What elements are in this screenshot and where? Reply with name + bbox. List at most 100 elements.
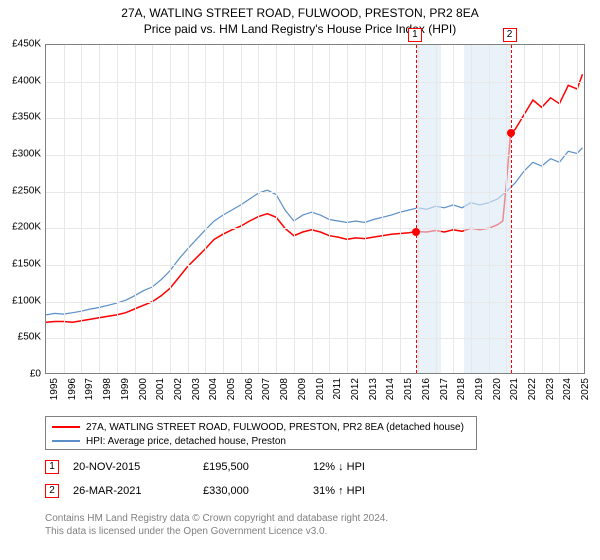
- sale-row-2: 2 26-MAR-2021 £330,000 31% ↑ HPI: [45, 484, 423, 498]
- x-tick-label: 2019: [474, 378, 485, 406]
- gridline-v: [506, 45, 507, 373]
- legend-label: HPI: Average price, detached house, Pres…: [86, 436, 286, 447]
- x-tick-label: 2007: [261, 378, 272, 406]
- gridline-v: [276, 45, 277, 373]
- gridline-v: [347, 45, 348, 373]
- x-tick-label: 2010: [315, 378, 326, 406]
- gridline-v: [559, 45, 560, 373]
- y-tick-label: £450K: [1, 39, 41, 50]
- legend-item: HPI: Average price, detached house, Pres…: [52, 435, 470, 449]
- x-tick-label: 2003: [191, 378, 202, 406]
- sale-dot-1: [412, 228, 420, 236]
- gridline-v: [542, 45, 543, 373]
- x-tick-label: 2014: [385, 378, 396, 406]
- legend-swatch: [52, 440, 80, 442]
- gridline-h: [46, 118, 584, 119]
- legend: 27A, WATLING STREET ROAD, FULWOOD, PREST…: [45, 416, 477, 450]
- x-tick-label: 2022: [527, 378, 538, 406]
- gridline-h: [46, 155, 584, 156]
- x-tick-label: 2012: [350, 378, 361, 406]
- sale-marker-1: 1: [45, 460, 59, 474]
- footnote-line2: This data is licensed under the Open Gov…: [45, 526, 327, 537]
- y-tick-label: £350K: [1, 112, 41, 123]
- sale-marker-above-1: 1: [408, 28, 422, 42]
- gridline-v: [170, 45, 171, 373]
- x-tick-label: 2006: [244, 378, 255, 406]
- sale-pct-2: 31% ↑ HPI: [313, 485, 423, 497]
- gridline-v: [241, 45, 242, 373]
- gridline-h: [46, 338, 584, 339]
- x-tick-label: 1995: [49, 378, 60, 406]
- plot-area: [45, 44, 585, 374]
- shaded-range: [416, 45, 441, 373]
- sale-marker-2: 2: [45, 484, 59, 498]
- gridline-h: [46, 228, 584, 229]
- gridline-v: [152, 45, 153, 373]
- y-tick-label: £50K: [1, 332, 41, 343]
- sale-dashed-line: [511, 45, 512, 373]
- gridline-v: [400, 45, 401, 373]
- gridline-v: [223, 45, 224, 373]
- chart-title-line1: 27A, WATLING STREET ROAD, FULWOOD, PREST…: [0, 0, 600, 20]
- gridline-v: [99, 45, 100, 373]
- x-tick-label: 2009: [297, 378, 308, 406]
- sale-price-1: £195,500: [203, 461, 313, 473]
- x-tick-label: 2023: [545, 378, 556, 406]
- x-tick-label: 2013: [368, 378, 379, 406]
- y-tick-label: £300K: [1, 149, 41, 160]
- footnote: Contains HM Land Registry data © Crown c…: [45, 512, 388, 538]
- y-tick-label: £250K: [1, 185, 41, 196]
- gridline-v: [329, 45, 330, 373]
- sale-date-1: 20-NOV-2015: [73, 461, 203, 473]
- sale-marker-above-2: 2: [503, 28, 517, 42]
- x-tick-label: 2002: [173, 378, 184, 406]
- footnote-line1: Contains HM Land Registry data © Crown c…: [45, 513, 388, 524]
- y-tick-label: £0: [1, 369, 41, 380]
- gridline-v: [117, 45, 118, 373]
- x-tick-label: 2016: [421, 378, 432, 406]
- x-tick-label: 2018: [456, 378, 467, 406]
- gridline-v: [489, 45, 490, 373]
- y-tick-label: £400K: [1, 75, 41, 86]
- gridline-v: [294, 45, 295, 373]
- y-tick-label: £150K: [1, 259, 41, 270]
- x-tick-label: 2020: [492, 378, 503, 406]
- gridline-v: [135, 45, 136, 373]
- sale-price-2: £330,000: [203, 485, 313, 497]
- sale-pct-1: 12% ↓ HPI: [313, 461, 423, 473]
- gridline-v: [365, 45, 366, 373]
- x-tick-label: 2025: [580, 378, 591, 406]
- gridline-v: [312, 45, 313, 373]
- x-tick-label: 1999: [120, 378, 131, 406]
- gridline-v: [453, 45, 454, 373]
- y-tick-label: £100K: [1, 295, 41, 306]
- gridline-v: [436, 45, 437, 373]
- gridline-v: [188, 45, 189, 373]
- y-tick-label: £200K: [1, 222, 41, 233]
- gridline-h: [46, 302, 584, 303]
- gridline-h: [46, 265, 584, 266]
- sale-dot-2: [507, 129, 515, 137]
- gridline-h: [46, 82, 584, 83]
- legend-label: 27A, WATLING STREET ROAD, FULWOOD, PREST…: [86, 422, 464, 433]
- x-tick-label: 2000: [138, 378, 149, 406]
- x-tick-label: 2015: [403, 378, 414, 406]
- gridline-v: [382, 45, 383, 373]
- sale-row-1: 1 20-NOV-2015 £195,500 12% ↓ HPI: [45, 460, 423, 474]
- gridline-v: [577, 45, 578, 373]
- x-tick-label: 1998: [102, 378, 113, 406]
- x-tick-label: 2005: [226, 378, 237, 406]
- x-tick-label: 2001: [155, 378, 166, 406]
- x-tick-label: 2017: [439, 378, 450, 406]
- x-tick-label: 2011: [332, 378, 343, 406]
- sale-dashed-line: [416, 45, 417, 373]
- gridline-v: [81, 45, 82, 373]
- gridline-v: [258, 45, 259, 373]
- gridline-v: [64, 45, 65, 373]
- x-tick-label: 2021: [509, 378, 520, 406]
- legend-item: 27A, WATLING STREET ROAD, FULWOOD, PREST…: [52, 421, 470, 435]
- gridline-v: [418, 45, 419, 373]
- gridline-v: [205, 45, 206, 373]
- gridline-v: [524, 45, 525, 373]
- x-tick-label: 2004: [208, 378, 219, 406]
